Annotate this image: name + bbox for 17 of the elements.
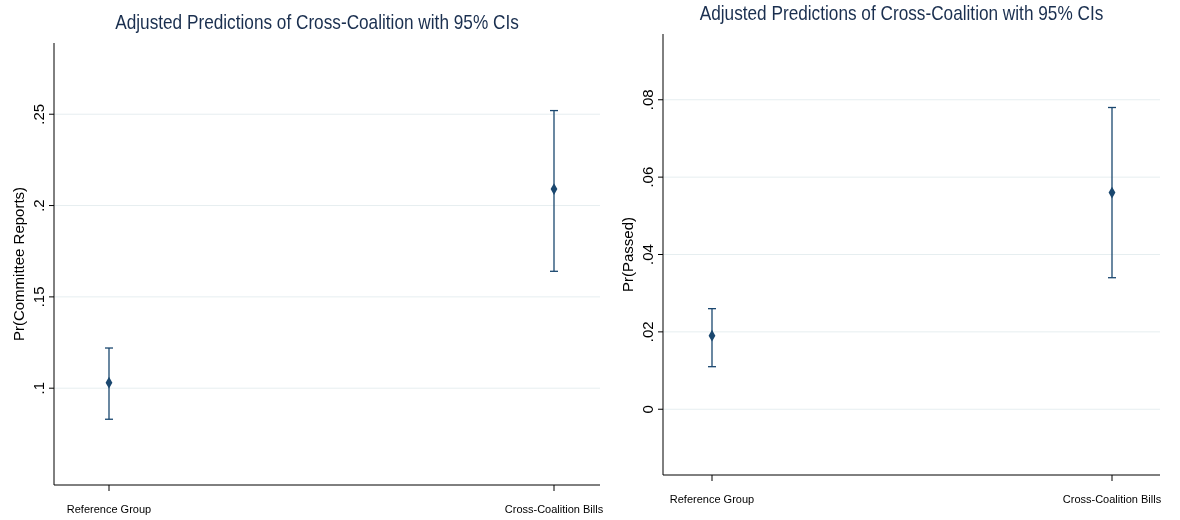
x-tick-label: Cross-Coalition Bills	[504, 503, 604, 515]
y-tick-label: .2	[30, 199, 47, 212]
chart-title: Adjusted Predictions of Cross-Coalition with 95% CIs	[699, 1, 1104, 25]
y-tick-label: .04	[639, 244, 656, 265]
y-tick-label: .25	[30, 103, 47, 125]
y-tick-label: .08	[639, 89, 656, 111]
y-tick-label: .02	[639, 321, 656, 343]
x-tick-label: Cross-Coalition Bills	[1062, 493, 1162, 505]
y-axis-title: Pr(Committee Reports)	[10, 186, 27, 342]
x-tick-label: Reference Group	[66, 503, 152, 515]
y-tick-label: .15	[30, 286, 47, 308]
y-tick-label: .1	[30, 381, 47, 395]
chart-title: Adjusted Predictions of Cross-Coalition with 95% CIs	[115, 10, 519, 34]
x-tick-label: Reference Group	[669, 493, 755, 505]
y-axis-title: Pr(Passed)	[619, 216, 636, 293]
y-tick-label: .06	[639, 166, 656, 188]
y-tick-label: 0	[639, 405, 656, 414]
